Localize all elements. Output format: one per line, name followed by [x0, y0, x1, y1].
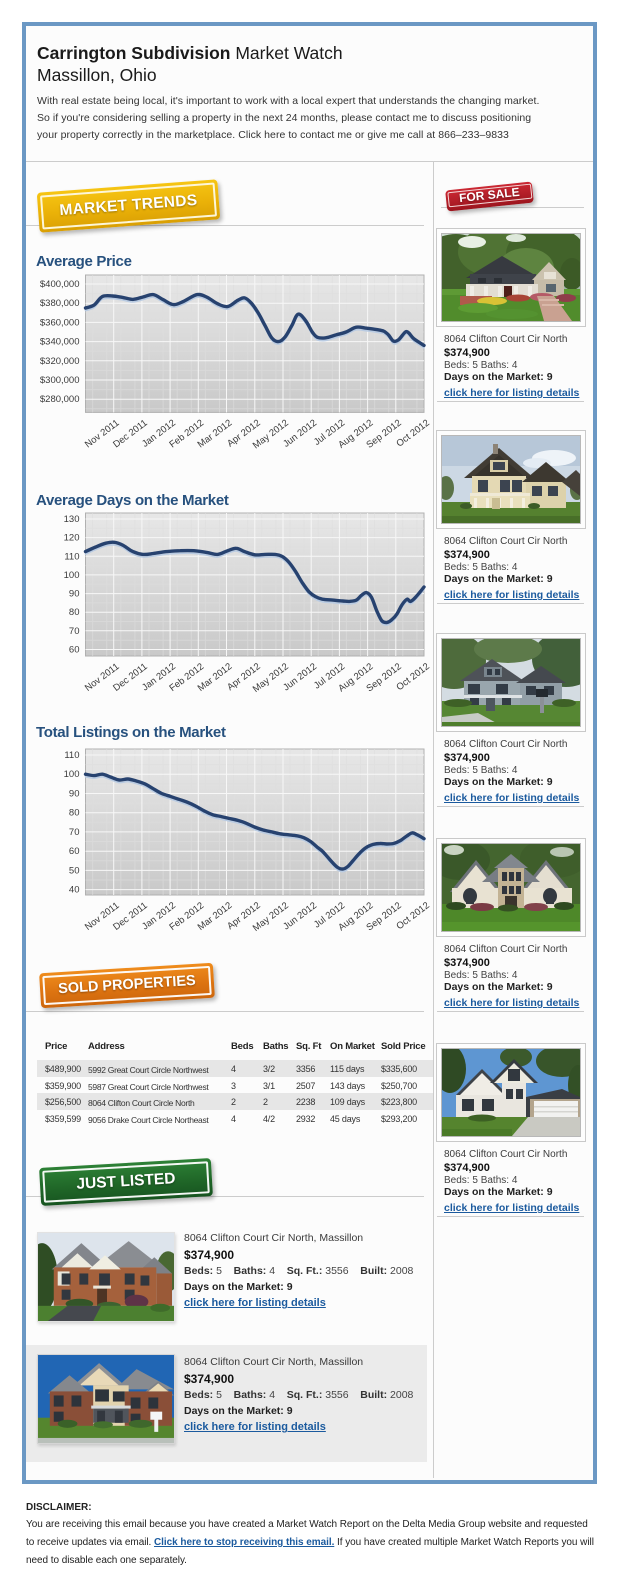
svg-text:$400,000: $400,000	[40, 279, 80, 290]
svg-text:40: 40	[69, 885, 80, 896]
svg-text:100: 100	[64, 769, 80, 780]
svg-text:110: 110	[64, 551, 79, 562]
svg-text:120: 120	[64, 533, 80, 544]
svg-text:60: 60	[69, 645, 80, 656]
svg-text:$300,000: $300,000	[40, 375, 80, 386]
svg-text:70: 70	[69, 827, 80, 838]
svg-text:90: 90	[69, 789, 80, 800]
svg-text:80: 80	[69, 607, 80, 618]
svg-text:50: 50	[69, 865, 80, 876]
svg-text:$380,000: $380,000	[40, 298, 80, 309]
svg-text:90: 90	[69, 589, 80, 600]
svg-text:100: 100	[64, 570, 80, 581]
svg-text:80: 80	[69, 808, 80, 819]
svg-text:60: 60	[69, 846, 80, 857]
svg-text:$280,000: $280,000	[40, 394, 80, 405]
svg-text:110: 110	[64, 750, 79, 761]
svg-text:130: 130	[64, 514, 80, 525]
svg-text:$340,000: $340,000	[40, 337, 80, 348]
svg-text:$360,000: $360,000	[40, 317, 80, 328]
svg-text:$320,000: $320,000	[40, 356, 80, 367]
svg-text:70: 70	[69, 626, 80, 637]
